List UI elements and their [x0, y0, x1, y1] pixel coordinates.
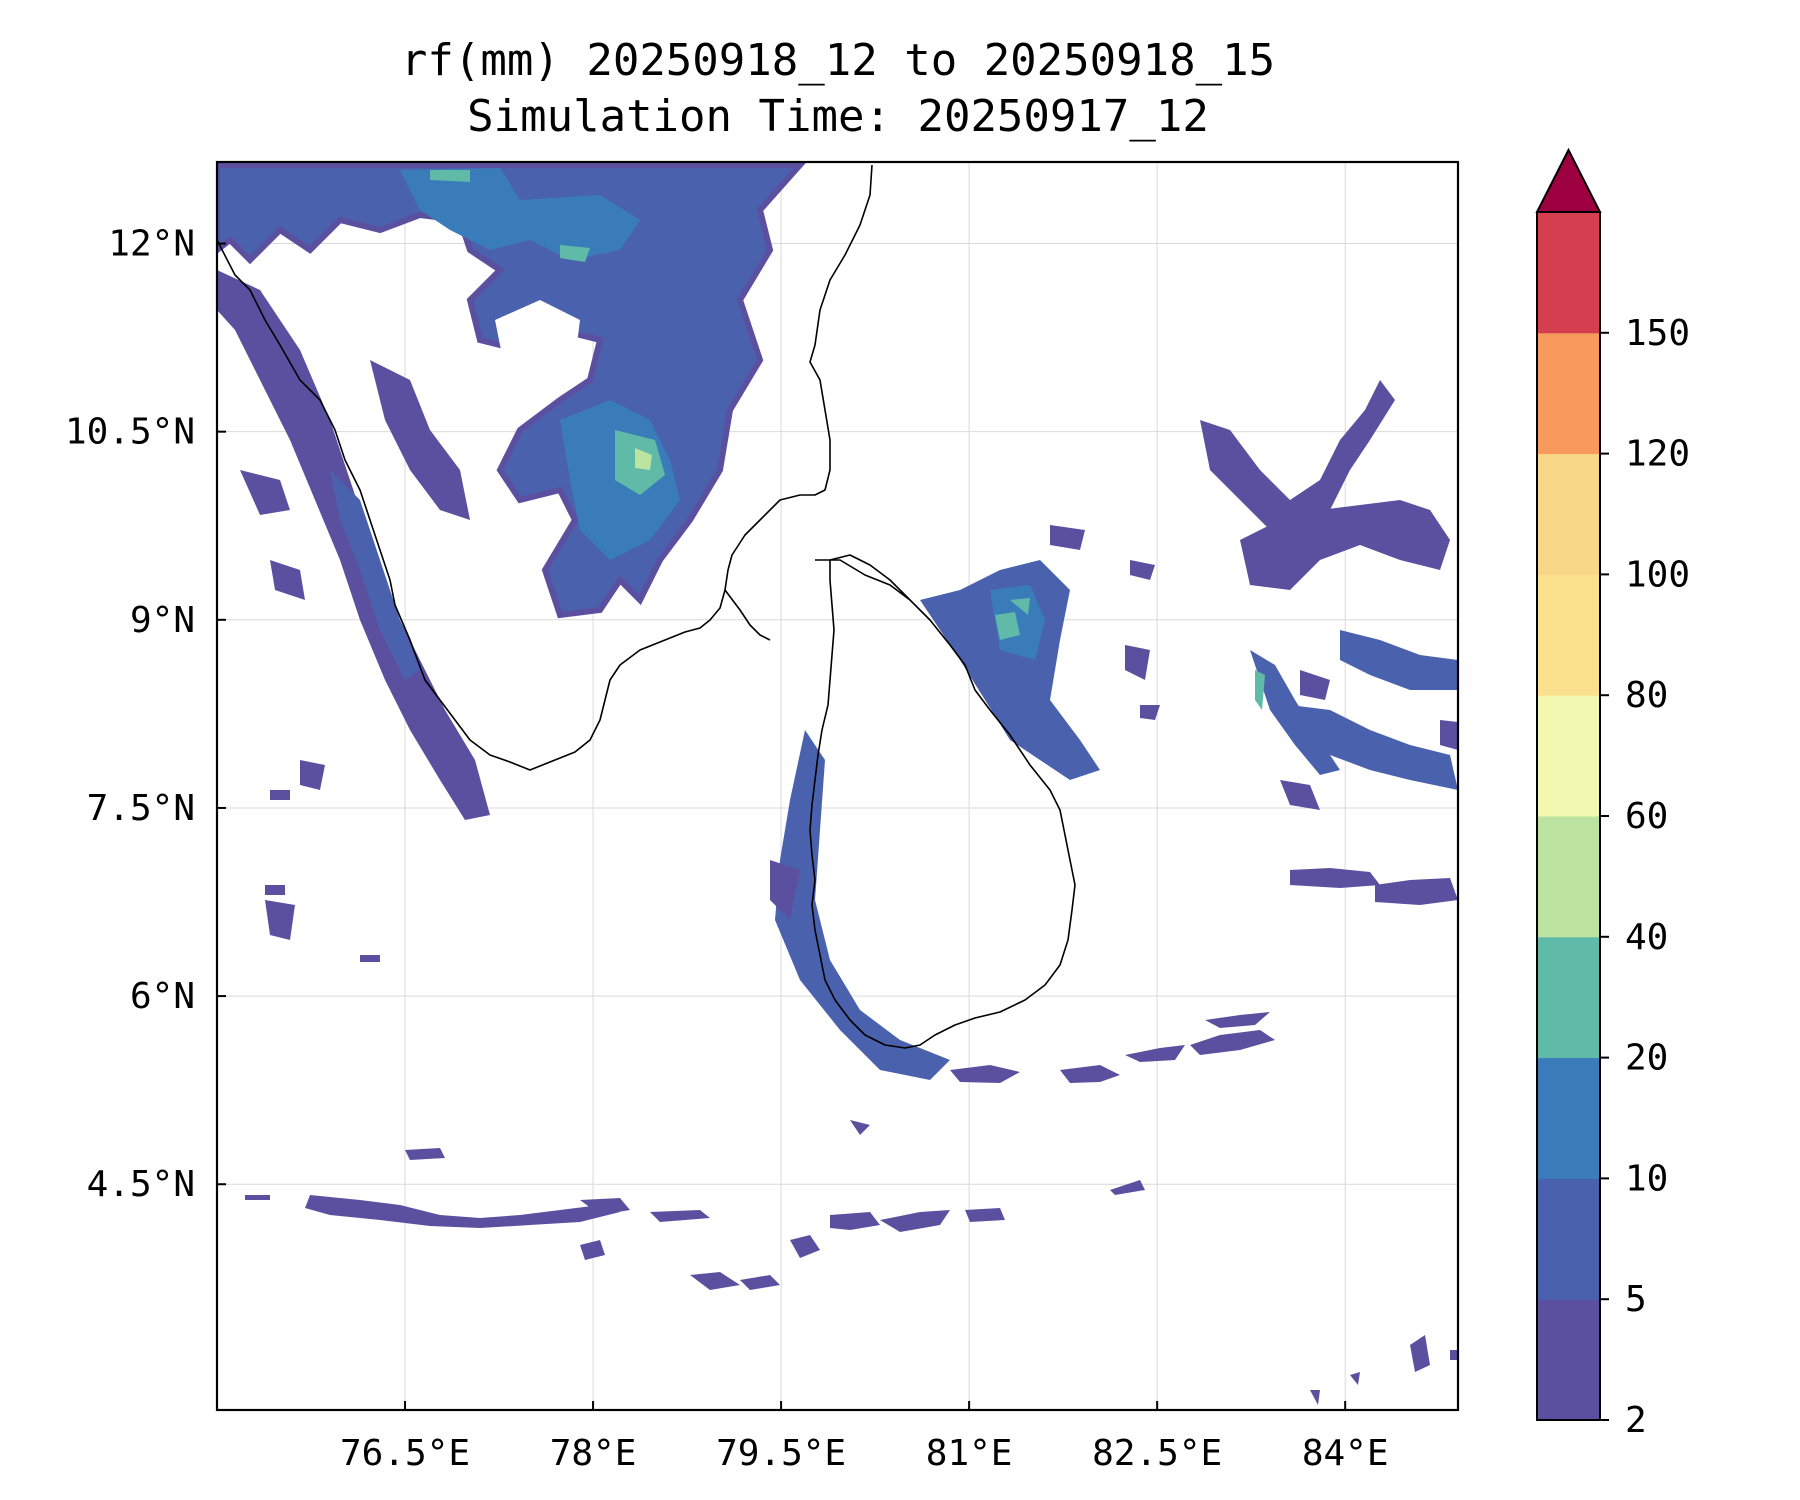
colorbar-segment [1537, 936, 1600, 1059]
rain-patch-north-green [430, 170, 590, 262]
colorbar-label: 80 [1625, 675, 1668, 716]
longitude-labels: 76.5°E 78°E 79.5°E 81°E 82.5°E 84°E [340, 1433, 1389, 1474]
rain-patch-bay-mid [1240, 500, 1450, 590]
lon-tick-label: 76.5°E [340, 1433, 470, 1474]
lat-tick-label: 4.5°N [87, 1164, 195, 1205]
rain-patch-bay-east-4 [1280, 670, 1458, 810]
rain-patch-bay-northeast [1200, 380, 1395, 540]
colorbar-label: 10 [1625, 1158, 1668, 1199]
lat-tick-label: 7.5°N [87, 788, 195, 829]
rain-band-south-5 [580, 1235, 820, 1290]
colorbar-label: 100 [1625, 554, 1690, 595]
rain-patch-bay-band [1290, 868, 1458, 905]
colorbar: 2 5 10 20 40 60 80 100 120 150 [1535, 147, 1690, 1441]
colorbar-label: 60 [1625, 796, 1668, 837]
rain-patch-srilanka-east [920, 560, 1100, 780]
rain-white-gap [495, 300, 580, 380]
rain-patch-srilanka-east-peak [995, 598, 1030, 640]
colorbar-segment [1537, 212, 1600, 334]
colorbar-label: 2 [1625, 1400, 1647, 1441]
figure-subtitle: Simulation Time: 20250917_12 [467, 91, 1209, 142]
rainfall-fill [217, 162, 1458, 1405]
rain-band-south-1 [950, 1045, 1185, 1083]
colorbar-segment [1537, 695, 1600, 817]
lat-tick-label: 10.5°N [65, 412, 195, 453]
colorbar-segment [1537, 816, 1600, 938]
lon-tick-label: 79.5°E [716, 1433, 846, 1474]
coastlines [217, 164, 1076, 1049]
lat-tick-label: 12°N [108, 224, 195, 265]
colorbar-segment [1537, 453, 1600, 575]
colorbar-label: 40 [1625, 917, 1668, 958]
lat-tick-label: 9°N [130, 600, 195, 641]
rain-patch-kerala-core [330, 470, 420, 680]
lon-tick-label: 78°E [550, 1433, 637, 1474]
rain-band-south-2 [1190, 1012, 1275, 1055]
lon-tick-label: 82.5°E [1092, 1433, 1222, 1474]
lon-tick-label: 84°E [1302, 1433, 1389, 1474]
rain-patch-east-blobs [1050, 525, 1160, 720]
colorbar-extend-arrow [1535, 147, 1602, 213]
latitude-labels: 12°N 10.5°N 9°N 7.5°N 6°N 4.5°N [65, 224, 195, 1206]
rain-patch-srilanka-west-edge [770, 860, 800, 920]
colorbar-label: 150 [1625, 313, 1690, 354]
coastline-palk-bay [724, 589, 771, 641]
colorbar-segment [1537, 1299, 1600, 1421]
colorbar-label: 120 [1625, 434, 1690, 475]
rain-patch-bay-east-green [1255, 670, 1265, 710]
coastline-srilanka [809, 554, 1076, 1049]
rain-blobs-west-misc [265, 780, 480, 962]
lat-tick-label: 6°N [130, 976, 195, 1017]
rain-band-south-4 [580, 1198, 1005, 1232]
colorbar-segment [1537, 332, 1600, 455]
rain-patch-north-band [400, 168, 640, 260]
colorbar-segment [1537, 1057, 1600, 1179]
coastline-india-southwest [217, 164, 873, 771]
colorbar-segment [1537, 574, 1600, 696]
colorbar-segment [1537, 1178, 1600, 1300]
colorbar-label: 5 [1625, 1279, 1647, 1320]
axis-ticks [217, 242, 1347, 1410]
rain-patch-tamilnadu-max [635, 448, 652, 470]
rain-patch-bay-east-2 [1290, 705, 1458, 790]
map-frame [215, 160, 1460, 1412]
rain-patch-ghats [370, 360, 470, 520]
map-panel [217, 162, 1458, 1410]
figure-title: rf(mm) 20250918_12 to 20250918_15 [401, 35, 1275, 86]
rain-patch-srilanka-west [775, 730, 950, 1080]
rain-patch-srilanka-east-core [990, 585, 1045, 660]
rain-patch-bay-east-3 [1340, 630, 1458, 690]
lon-tick-label: 81°E [926, 1433, 1013, 1474]
map-background [217, 162, 1458, 1410]
rain-band-south-3 [305, 1195, 620, 1228]
colorbar-label: 20 [1625, 1038, 1668, 1079]
